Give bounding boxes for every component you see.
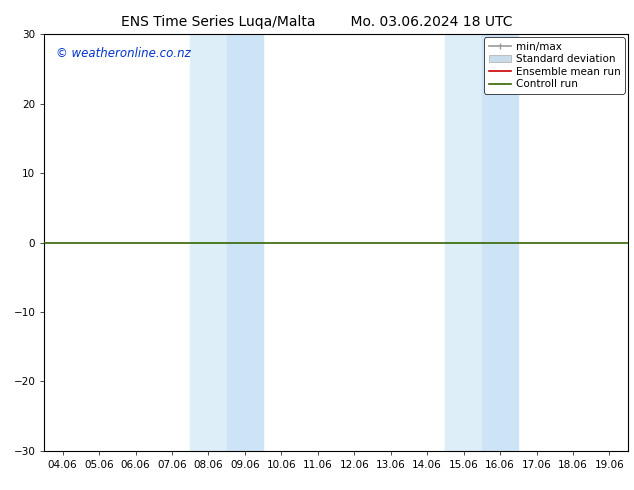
Bar [190,34,226,451]
Text: © weatheronline.co.nz: © weatheronline.co.nz [56,47,191,60]
Bar [445,34,482,451]
Bar [482,34,518,451]
Text: ENS Time Series Luqa/Malta        Mo. 03.06.2024 18 UTC: ENS Time Series Luqa/Malta Mo. 03.06.202… [121,15,513,29]
Legend: min/max, Standard deviation, Ensemble mean run, Controll run: min/max, Standard deviation, Ensemble me… [484,37,624,94]
Bar [226,34,263,451]
